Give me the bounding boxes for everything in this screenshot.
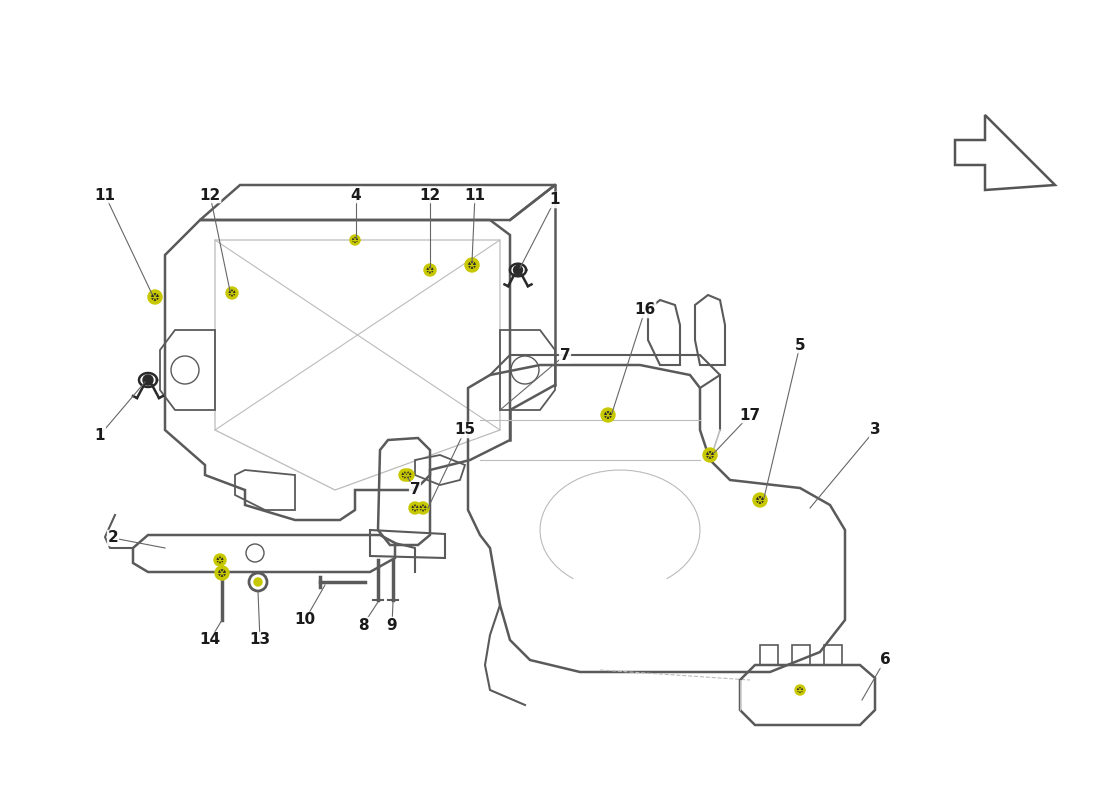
Text: 1: 1 — [95, 427, 106, 442]
Circle shape — [405, 472, 410, 478]
Circle shape — [214, 554, 225, 566]
Circle shape — [601, 408, 615, 422]
Circle shape — [152, 294, 158, 300]
Circle shape — [226, 287, 238, 299]
Circle shape — [143, 375, 153, 385]
Circle shape — [148, 290, 162, 304]
Circle shape — [427, 267, 432, 273]
Circle shape — [229, 290, 234, 296]
Circle shape — [417, 502, 429, 514]
Text: 4: 4 — [351, 187, 361, 202]
Text: 15: 15 — [454, 422, 475, 438]
Circle shape — [795, 685, 805, 695]
Circle shape — [219, 570, 225, 576]
Text: 11: 11 — [95, 187, 116, 202]
Circle shape — [403, 472, 408, 478]
Circle shape — [399, 469, 411, 481]
Circle shape — [465, 258, 478, 272]
Circle shape — [424, 264, 436, 276]
Text: 14: 14 — [199, 633, 221, 647]
Text: 3: 3 — [870, 422, 880, 438]
Text: 13: 13 — [250, 633, 271, 647]
Text: 7: 7 — [409, 482, 420, 498]
Circle shape — [754, 493, 767, 507]
Circle shape — [420, 506, 426, 510]
Text: 11: 11 — [464, 187, 485, 202]
Text: 7: 7 — [560, 347, 570, 362]
Text: 6: 6 — [880, 653, 890, 667]
Circle shape — [214, 566, 229, 580]
Circle shape — [412, 506, 418, 510]
Circle shape — [350, 235, 360, 245]
Text: 12: 12 — [199, 187, 221, 202]
Circle shape — [254, 578, 262, 586]
Text: 16: 16 — [635, 302, 656, 318]
Text: 9: 9 — [387, 618, 397, 633]
Circle shape — [353, 238, 358, 242]
Circle shape — [469, 262, 475, 268]
Text: 2: 2 — [108, 530, 119, 546]
Circle shape — [703, 448, 717, 462]
Circle shape — [757, 497, 763, 503]
Circle shape — [514, 266, 522, 274]
Circle shape — [605, 412, 612, 418]
Circle shape — [798, 688, 802, 692]
Text: 10: 10 — [295, 613, 316, 627]
Circle shape — [218, 558, 222, 562]
Text: 8: 8 — [358, 618, 368, 633]
Circle shape — [402, 469, 414, 481]
Circle shape — [409, 502, 421, 514]
Text: 12: 12 — [419, 187, 441, 202]
Text: 5: 5 — [794, 338, 805, 353]
Text: 17: 17 — [739, 407, 760, 422]
Text: 1: 1 — [550, 193, 560, 207]
Circle shape — [707, 452, 713, 458]
